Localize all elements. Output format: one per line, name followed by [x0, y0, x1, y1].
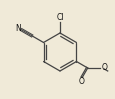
Text: O: O [78, 77, 84, 86]
Text: Cl: Cl [56, 12, 64, 21]
Text: N: N [15, 23, 21, 32]
Text: O: O [101, 63, 107, 72]
